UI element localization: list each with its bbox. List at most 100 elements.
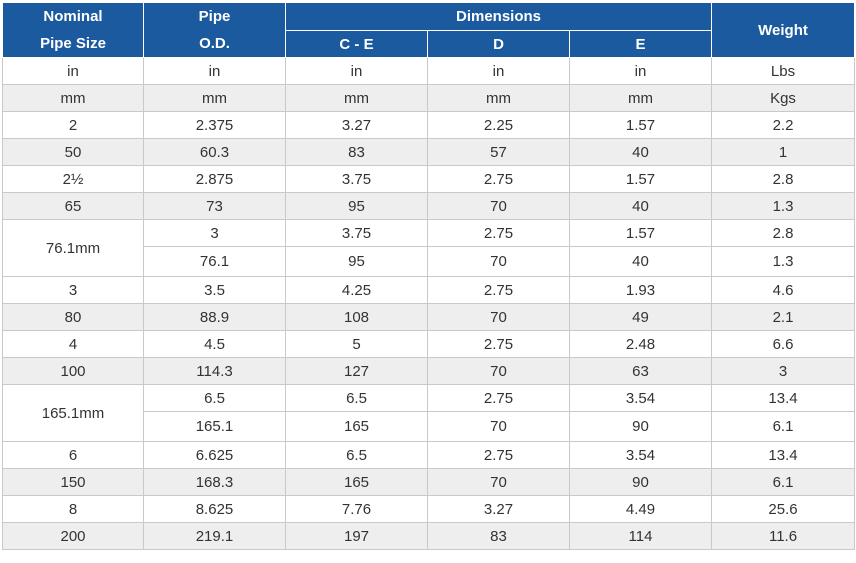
units-row-in: in in in in in Lbs xyxy=(2,57,856,85)
header-nominal-pipe-size: Nominal Pipe Size xyxy=(2,2,144,58)
table-row: 165.1mm 6.5 6.5 2.75 3.54 13.4 xyxy=(2,384,856,442)
table-cell: 2.75 xyxy=(427,165,570,193)
table-row: 100 114.3 127 70 63 3 xyxy=(2,357,856,385)
table-cell: 1.57 xyxy=(568,219,713,247)
table-cell: 219.1 xyxy=(143,522,286,550)
table-cell: 197 xyxy=(285,522,428,550)
table-cell: 4.49 xyxy=(568,495,713,523)
table-cell: 65 xyxy=(2,192,144,220)
table-cell: 100 xyxy=(2,357,144,385)
table-cell: 7.76 xyxy=(285,495,428,523)
table-cell: mm xyxy=(143,84,286,112)
table-cell: 3.27 xyxy=(427,495,570,523)
table-row: 2 2.375 3.27 2.25 1.57 2.2 xyxy=(2,111,856,139)
table-cell: 3.75 xyxy=(285,165,428,193)
table-row: 6 6.625 6.5 2.75 3.54 13.4 xyxy=(2,441,856,469)
table-cell: 2.875 xyxy=(143,165,286,193)
table-row: 76.1 95 70 40 1.3 xyxy=(3,246,856,277)
table-row: 8 8.625 7.76 3.27 4.49 25.6 xyxy=(2,495,856,523)
table-cell: 6.5 xyxy=(285,441,428,469)
table-cell: 6.5 xyxy=(285,384,428,412)
table-cell: 165 xyxy=(285,468,428,496)
table-cell: in xyxy=(2,57,144,85)
table-cell: 6 xyxy=(2,441,144,469)
table-cell: 2.8 xyxy=(711,165,856,193)
table-cell: 2.75 xyxy=(427,276,570,304)
table-cell: 165.1 xyxy=(143,411,286,442)
table-cell: 73 xyxy=(143,192,286,220)
table-cell: 2.375 xyxy=(143,111,286,139)
table-cell: 1.57 xyxy=(568,111,713,139)
table-cell: 11.6 xyxy=(711,522,856,550)
table-row: 50 60.3 83 57 40 1 xyxy=(2,138,856,166)
table-cell: 40 xyxy=(568,246,713,277)
table-cell: 4.6 xyxy=(711,276,856,304)
table-cell: mm xyxy=(427,84,570,112)
table-cell: 6.1 xyxy=(711,411,856,442)
table-cell: 95 xyxy=(285,246,428,277)
table-cell: 25.6 xyxy=(711,495,856,523)
table-row: 76.1mm 3 3.75 2.75 1.57 2.8 xyxy=(2,219,856,277)
header-pipe-line2: O.D. xyxy=(199,35,230,52)
table-cell: 49 xyxy=(568,303,713,331)
header-nominal-line1: Nominal xyxy=(43,8,103,25)
table-cell: in xyxy=(143,57,286,85)
table-cell: 1.3 xyxy=(711,246,856,277)
header-dimensions: Dimensions xyxy=(284,2,713,31)
table-cell: 150 xyxy=(2,468,144,496)
table-cell: 83 xyxy=(427,522,570,550)
table-cell: 90 xyxy=(568,468,713,496)
table-cell: 2.75 xyxy=(427,219,570,247)
table-cell: 6.5 xyxy=(143,384,286,412)
table-cell: in xyxy=(285,57,428,85)
table-cell: 76.1 xyxy=(143,246,286,277)
table-cell: mm xyxy=(568,84,713,112)
table-cell: 200 xyxy=(2,522,144,550)
header-pipe-od: Pipe O.D. xyxy=(143,2,286,58)
table-row: 4 4.5 5 2.75 2.48 6.6 xyxy=(2,330,856,358)
table-cell: 2.1 xyxy=(711,303,856,331)
table-cell: 127 xyxy=(285,357,428,385)
table-cell: 80 xyxy=(2,303,144,331)
table-cell: 70 xyxy=(427,357,570,385)
table-cell: 2 xyxy=(2,111,144,139)
table-cell: 1.93 xyxy=(568,276,713,304)
table-cell: 168.3 xyxy=(143,468,286,496)
table-cell: in xyxy=(427,57,570,85)
table-cell: 70 xyxy=(427,303,570,331)
header-nominal-line2: Pipe Size xyxy=(40,35,106,52)
table-row: 200 219.1 197 83 114 11.6 xyxy=(2,522,856,550)
table-cell: 40 xyxy=(568,192,713,220)
table-row: 65 73 95 70 40 1.3 xyxy=(2,192,856,220)
table-cell: 2.75 xyxy=(427,330,570,358)
table-cell: 8 xyxy=(2,495,144,523)
pipe-dimensions-table: Nominal Pipe Size Pipe O.D. Dimensions W… xyxy=(2,2,856,550)
table-header: Nominal Pipe Size Pipe O.D. Dimensions W… xyxy=(2,2,856,58)
table-cell: 13.4 xyxy=(711,441,856,469)
table-cell: 2½ xyxy=(2,165,144,193)
units-row-mm: mm mm mm mm mm Kgs xyxy=(2,84,856,112)
table-cell: mm xyxy=(285,84,428,112)
table-cell: 95 xyxy=(285,192,428,220)
table-cell: 3.27 xyxy=(285,111,428,139)
table-cell: 2.8 xyxy=(711,219,856,247)
table-cell: 3.54 xyxy=(568,441,713,469)
table-cell: 3.75 xyxy=(285,219,428,247)
table-cell: 70 xyxy=(427,468,570,496)
header-weight: Weight xyxy=(711,2,856,58)
table-cell: Kgs xyxy=(711,84,856,112)
merged-size-cell: 165.1mm xyxy=(2,384,144,442)
header-d: D xyxy=(427,30,570,58)
table-cell: 6.6 xyxy=(711,330,856,358)
table-cell: 70 xyxy=(427,411,570,442)
table-cell: 3.5 xyxy=(143,276,286,304)
table-cell: 50 xyxy=(2,138,144,166)
table-cell: 2.25 xyxy=(427,111,570,139)
table-cell: mm xyxy=(2,84,144,112)
table-cell: 114.3 xyxy=(143,357,286,385)
table-cell: 13.4 xyxy=(711,384,856,412)
table-body: in in in in in Lbs mm mm mm mm mm Kgs 2 … xyxy=(2,57,856,550)
table-row: 150 168.3 165 70 90 6.1 xyxy=(2,468,856,496)
table-cell: 60.3 xyxy=(143,138,286,166)
table-cell: 57 xyxy=(427,138,570,166)
